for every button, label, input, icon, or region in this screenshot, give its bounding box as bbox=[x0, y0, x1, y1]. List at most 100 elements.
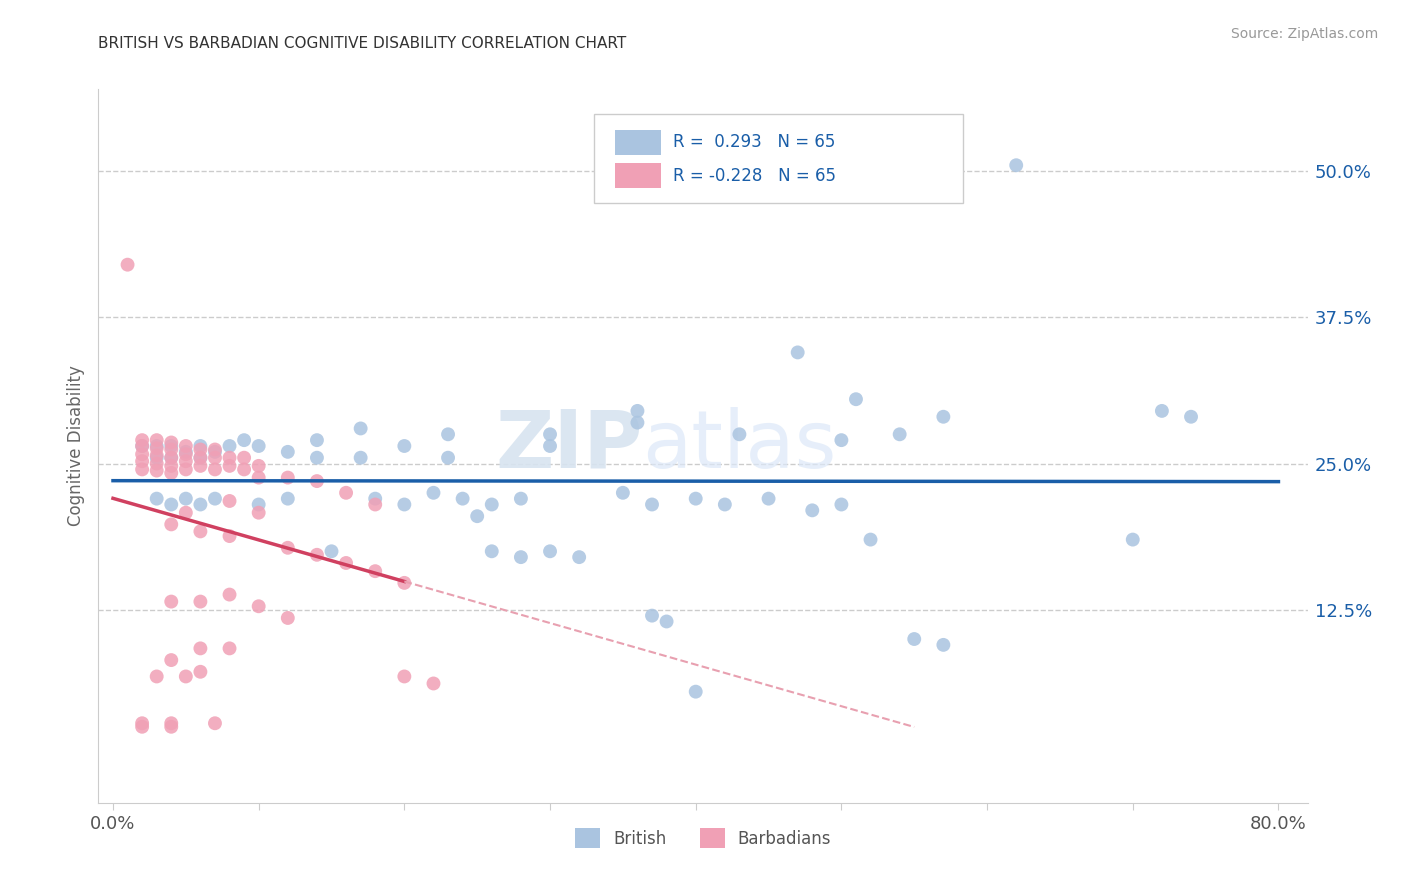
Point bbox=[145, 448, 167, 462]
Point bbox=[437, 427, 460, 442]
Point bbox=[160, 450, 183, 465]
Point bbox=[145, 669, 167, 683]
Point bbox=[641, 498, 664, 512]
Point bbox=[1122, 533, 1144, 547]
Point bbox=[568, 550, 591, 565]
Point bbox=[190, 594, 212, 608]
Point bbox=[932, 409, 955, 424]
Point bbox=[481, 498, 503, 512]
Point bbox=[509, 550, 531, 565]
Point bbox=[277, 470, 299, 484]
Point bbox=[160, 450, 183, 465]
Point bbox=[277, 541, 299, 555]
Point bbox=[160, 517, 183, 532]
Point bbox=[174, 447, 197, 461]
Point bbox=[204, 442, 226, 457]
Point bbox=[174, 669, 197, 683]
Point bbox=[247, 498, 270, 512]
Point bbox=[145, 439, 167, 453]
Point bbox=[350, 421, 373, 435]
Point bbox=[190, 439, 212, 453]
Point bbox=[451, 491, 474, 506]
Point bbox=[190, 641, 212, 656]
Point bbox=[394, 498, 416, 512]
Point bbox=[233, 462, 256, 476]
Point bbox=[612, 485, 634, 500]
Point bbox=[233, 450, 256, 465]
Point bbox=[335, 485, 357, 500]
Point bbox=[131, 439, 153, 453]
Point bbox=[218, 588, 240, 602]
Point bbox=[685, 491, 707, 506]
Point bbox=[160, 435, 183, 450]
Point bbox=[160, 442, 183, 457]
Point bbox=[218, 494, 240, 508]
Point bbox=[277, 611, 299, 625]
Legend: British, Barbadians: British, Barbadians bbox=[568, 822, 838, 855]
Point bbox=[174, 439, 197, 453]
Point bbox=[465, 509, 488, 524]
Point bbox=[218, 641, 240, 656]
FancyBboxPatch shape bbox=[595, 114, 963, 203]
Point bbox=[247, 599, 270, 614]
Point bbox=[786, 345, 808, 359]
Point bbox=[305, 548, 328, 562]
Text: R =  0.293   N = 65: R = 0.293 N = 65 bbox=[672, 133, 835, 151]
Point bbox=[335, 556, 357, 570]
Point bbox=[364, 491, 387, 506]
Point bbox=[830, 433, 852, 447]
Point bbox=[889, 427, 911, 442]
Point bbox=[190, 524, 212, 539]
Point bbox=[305, 474, 328, 488]
Point bbox=[160, 716, 183, 731]
Point bbox=[190, 450, 212, 465]
Point bbox=[859, 533, 882, 547]
Point bbox=[626, 416, 648, 430]
Point bbox=[218, 439, 240, 453]
Point bbox=[145, 464, 167, 478]
Point bbox=[160, 594, 183, 608]
Point bbox=[145, 433, 167, 447]
Point bbox=[218, 529, 240, 543]
Point bbox=[247, 458, 270, 473]
Point bbox=[131, 439, 153, 453]
Point bbox=[204, 445, 226, 459]
Point bbox=[204, 462, 226, 476]
Point bbox=[160, 653, 183, 667]
Text: Source: ZipAtlas.com: Source: ZipAtlas.com bbox=[1230, 27, 1378, 41]
Point bbox=[538, 427, 561, 442]
Point bbox=[437, 450, 460, 465]
Point bbox=[394, 669, 416, 683]
Point bbox=[932, 638, 955, 652]
Point bbox=[204, 491, 226, 506]
Text: R = -0.228   N = 65: R = -0.228 N = 65 bbox=[672, 167, 835, 185]
Point bbox=[845, 392, 868, 407]
Point bbox=[903, 632, 925, 646]
Point bbox=[131, 454, 153, 468]
Point bbox=[801, 503, 824, 517]
Point bbox=[1005, 158, 1028, 172]
Text: atlas: atlas bbox=[643, 407, 837, 485]
Point bbox=[204, 450, 226, 465]
Point bbox=[538, 544, 561, 558]
Point bbox=[277, 491, 299, 506]
Point bbox=[131, 720, 153, 734]
Point bbox=[364, 498, 387, 512]
Point bbox=[145, 442, 167, 456]
Point bbox=[160, 458, 183, 473]
Point bbox=[247, 506, 270, 520]
Point bbox=[830, 498, 852, 512]
Point bbox=[305, 450, 328, 465]
Text: ZIP: ZIP bbox=[495, 407, 643, 485]
Point bbox=[218, 458, 240, 473]
Point bbox=[641, 608, 664, 623]
Point bbox=[1180, 409, 1202, 424]
Point bbox=[174, 491, 197, 506]
Point bbox=[394, 439, 416, 453]
Point bbox=[422, 676, 444, 690]
Point bbox=[1150, 404, 1173, 418]
Point bbox=[509, 491, 531, 506]
Point bbox=[758, 491, 780, 506]
Point bbox=[218, 450, 240, 465]
Point bbox=[190, 442, 212, 457]
